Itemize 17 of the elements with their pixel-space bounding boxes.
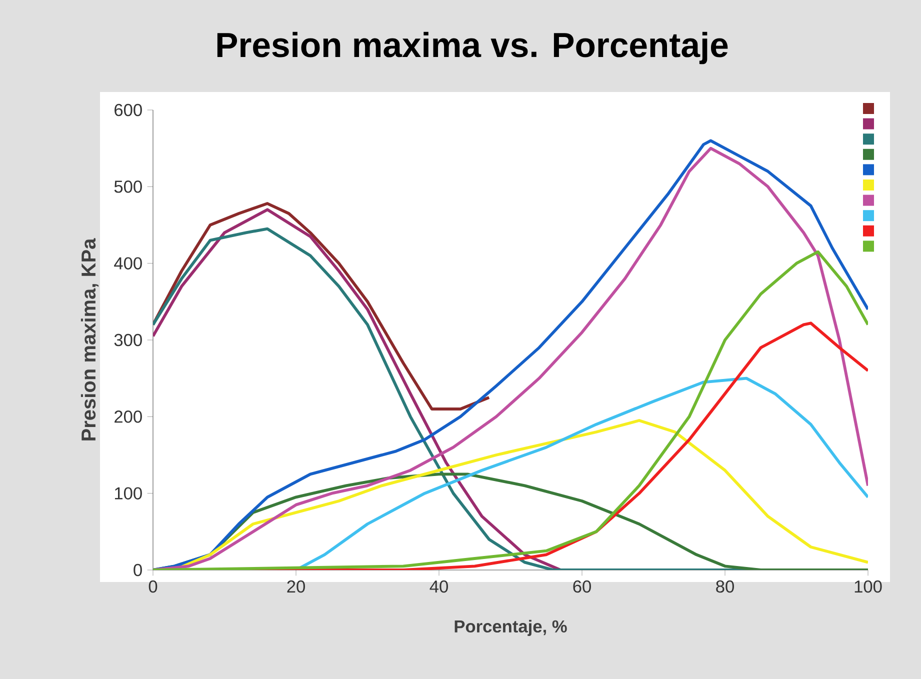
x-tick-label: 80: [716, 580, 734, 593]
x-tick-label: 40: [430, 580, 448, 593]
y-tick-label: 200: [114, 410, 142, 423]
chart-title: Presion maxima vs. Porcentaje: [217, 32, 728, 64]
x-tick-label: 60: [573, 580, 591, 593]
x-axis-title: Porcentaje, %: [454, 620, 567, 636]
y-tick-label: 400: [114, 257, 142, 270]
y-tick-label: 300: [114, 334, 142, 346]
line-series: [153, 202, 491, 410]
x-tick-label: 100: [854, 580, 882, 593]
x-tick-label: 20: [287, 580, 305, 593]
y-tick-label: 500: [114, 180, 142, 193]
y-tick-label: 600: [114, 104, 142, 116]
y-axis-title: Presion maxima, KPa: [80, 238, 99, 440]
y-tick-label: 0: [134, 564, 142, 576]
x-tick-label: 0: [148, 580, 158, 593]
y-tick-label: 100: [115, 487, 142, 500]
